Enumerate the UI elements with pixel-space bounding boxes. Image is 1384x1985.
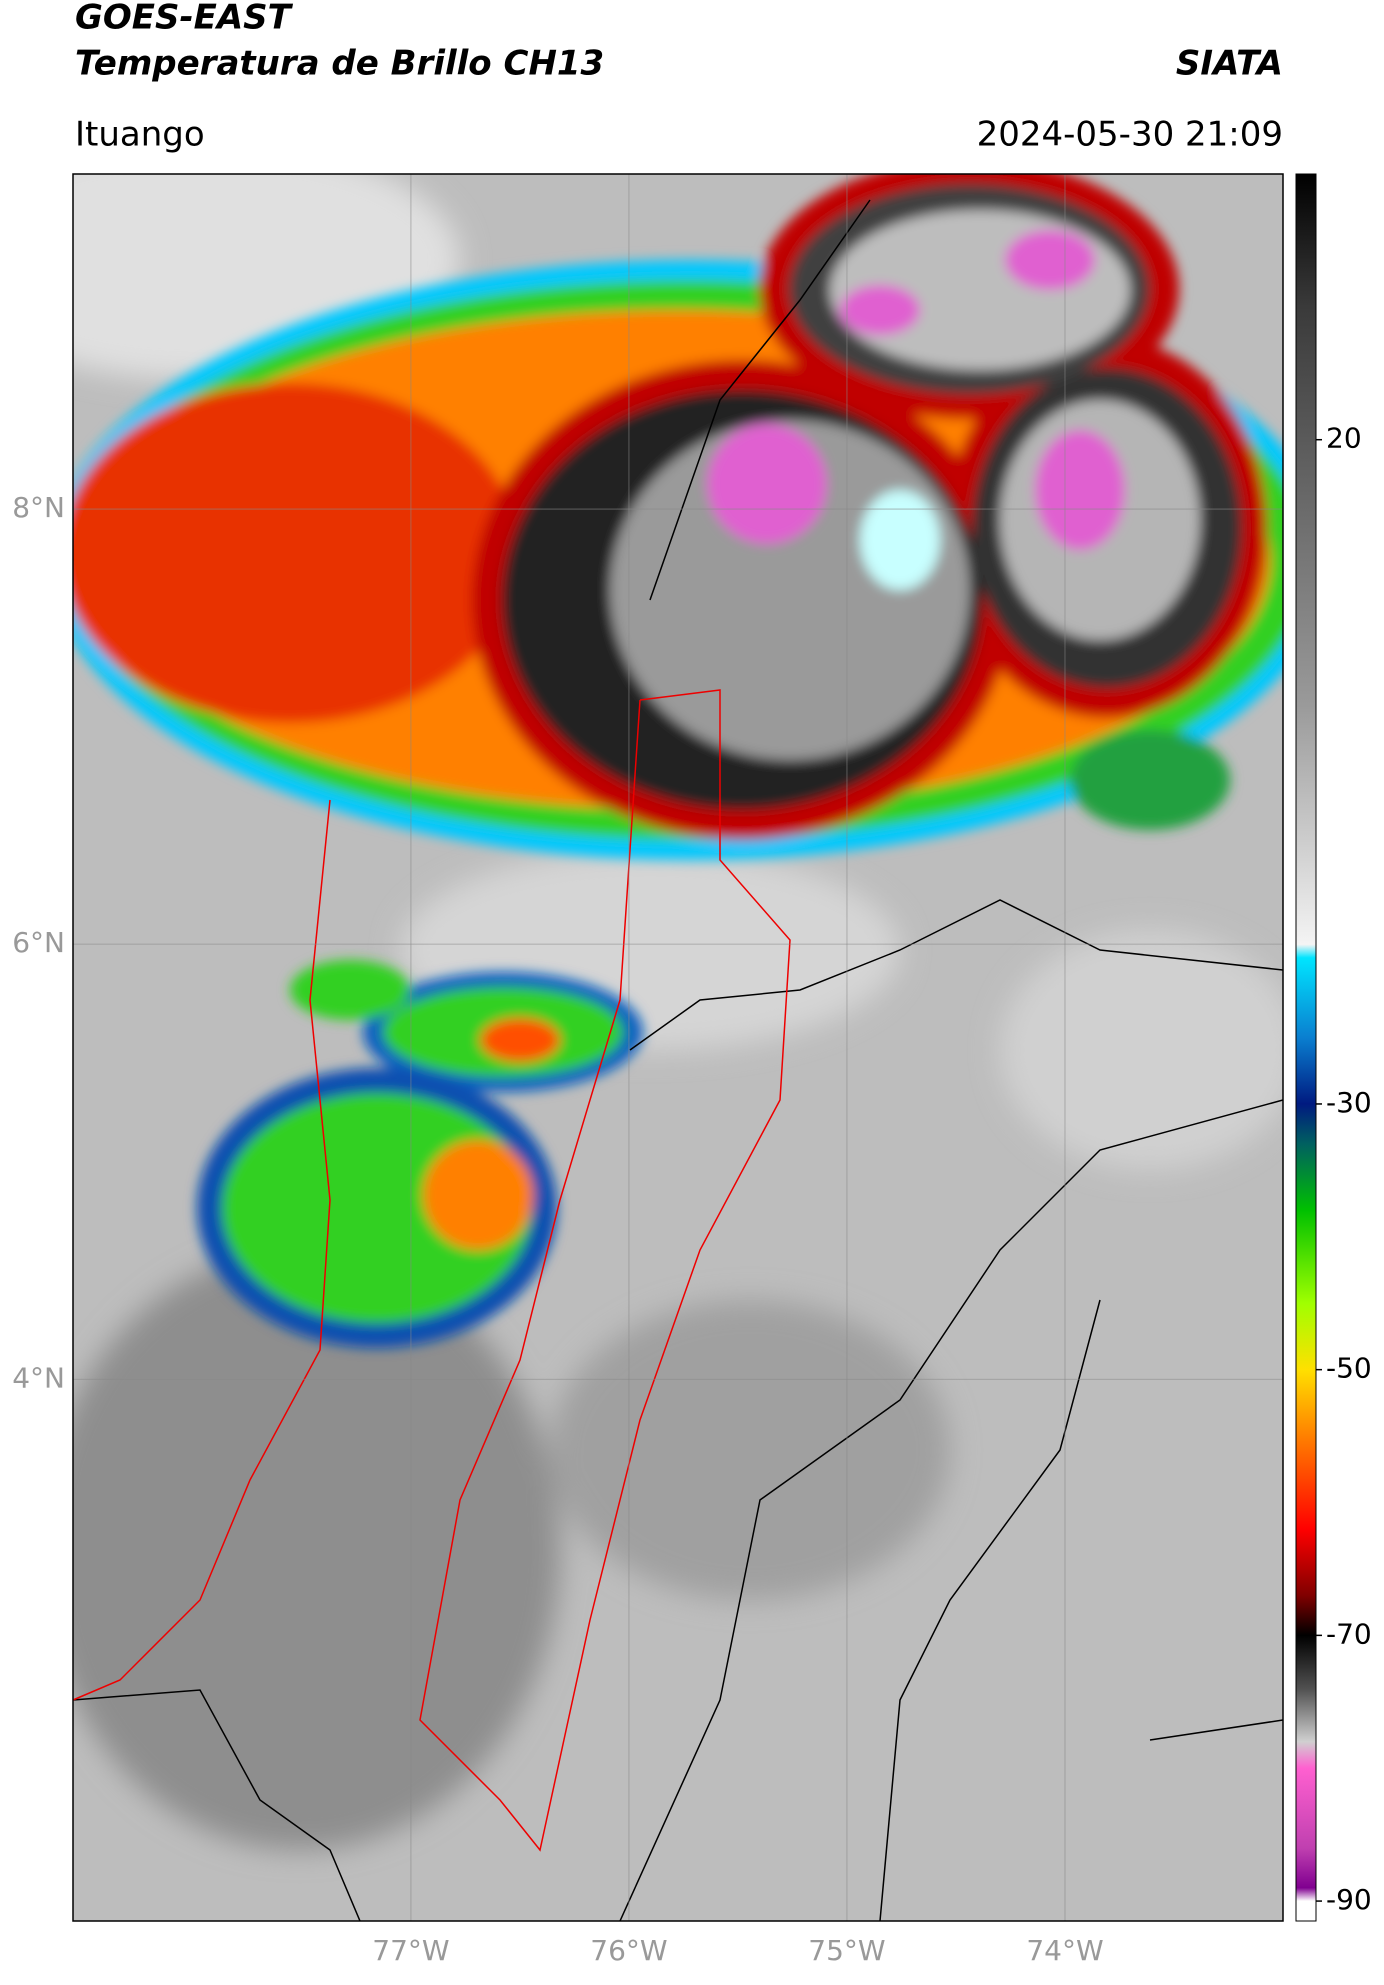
- map-frame: [72, 173, 1284, 1922]
- lon-tick-label: 74°W: [1026, 1934, 1103, 1967]
- colorbar-tick-label: -30: [1326, 1086, 1372, 1119]
- colorbar-tick-label: -90: [1326, 1883, 1372, 1916]
- lat-tick-label: 4°N: [12, 1361, 65, 1394]
- satellite-image: [73, 174, 1283, 1921]
- lon-tick-label: 75°W: [808, 1934, 885, 1967]
- lon-tick-label: 76°W: [590, 1934, 667, 1967]
- subtitle: Temperatura de Brillo CH13: [75, 44, 604, 84]
- location: Ituango: [75, 115, 205, 155]
- lat-tick-label: 6°N: [12, 926, 65, 959]
- boundaries: [73, 199, 1283, 1921]
- lat-tick-label: 8°N: [12, 491, 65, 524]
- colorbar-tick-label: 20: [1326, 422, 1362, 455]
- graticule: [73, 174, 1283, 1921]
- colorbar-tick-label: -70: [1326, 1617, 1372, 1650]
- title: GOES-EAST: [75, 0, 294, 38]
- region-outline: [73, 689, 791, 1852]
- colorbar-tick-label: -50: [1326, 1352, 1372, 1385]
- brand: SIATA: [1176, 44, 1283, 84]
- lon-tick-label: 77°W: [372, 1934, 449, 1967]
- timestamp: 2024-05-30 21:09: [977, 115, 1283, 155]
- colorbar: [1295, 173, 1317, 1922]
